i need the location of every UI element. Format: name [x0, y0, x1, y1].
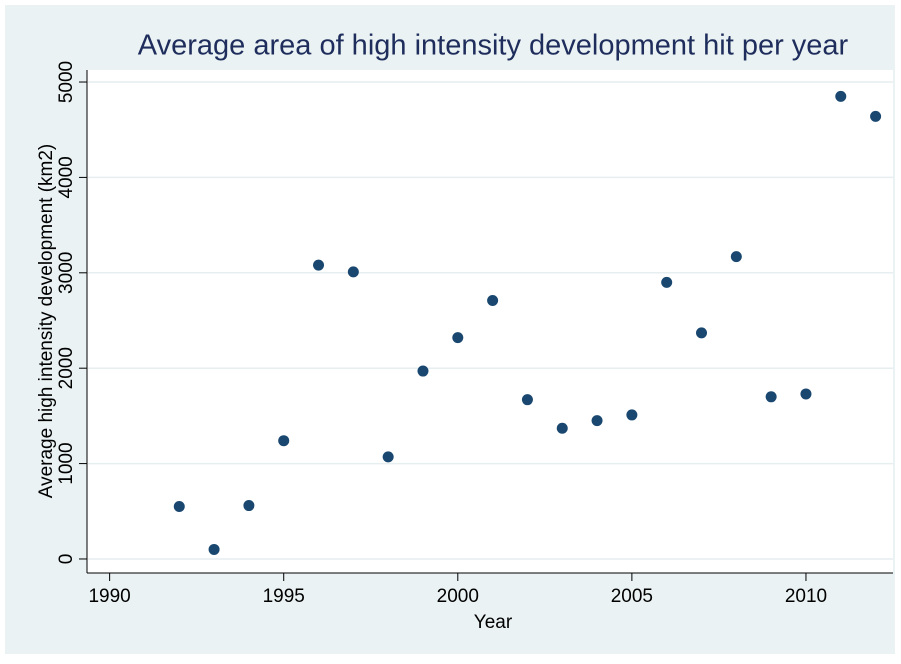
y-axis-label: Average high intensity development (km2) — [36, 144, 57, 499]
point — [173, 501, 185, 513]
point — [835, 90, 847, 102]
y-tick-label: 0 — [56, 554, 77, 565]
point — [696, 327, 708, 339]
point — [347, 266, 359, 278]
point — [626, 409, 638, 421]
x-tick-label: 1995 — [263, 586, 305, 607]
y-tick-label: 3000 — [56, 252, 77, 294]
point — [487, 294, 499, 306]
point — [800, 388, 812, 400]
y-tick-label: 5000 — [56, 61, 77, 103]
x-tick-label: 2005 — [611, 586, 653, 607]
x-tick-label: 2000 — [437, 586, 479, 607]
point — [521, 394, 533, 406]
plot-area — [87, 70, 893, 573]
y-tick-label: 4000 — [56, 156, 77, 198]
point — [208, 543, 220, 555]
point — [556, 422, 568, 434]
y-tick-label: 2000 — [56, 347, 77, 389]
x-tick-label: 2010 — [785, 586, 827, 607]
chart-title: Average area of high intensity developme… — [138, 30, 849, 62]
point — [313, 259, 325, 271]
x-tick-label: 1990 — [88, 586, 130, 607]
point — [452, 332, 464, 344]
point — [870, 110, 882, 122]
point — [730, 251, 742, 263]
x-axis-label: Year — [474, 612, 513, 633]
point — [417, 365, 429, 377]
point — [278, 435, 290, 447]
y-tick-label: 1000 — [56, 442, 77, 484]
point — [591, 415, 603, 427]
point — [382, 451, 394, 463]
point — [243, 500, 255, 512]
point — [661, 276, 673, 288]
point — [765, 391, 777, 403]
